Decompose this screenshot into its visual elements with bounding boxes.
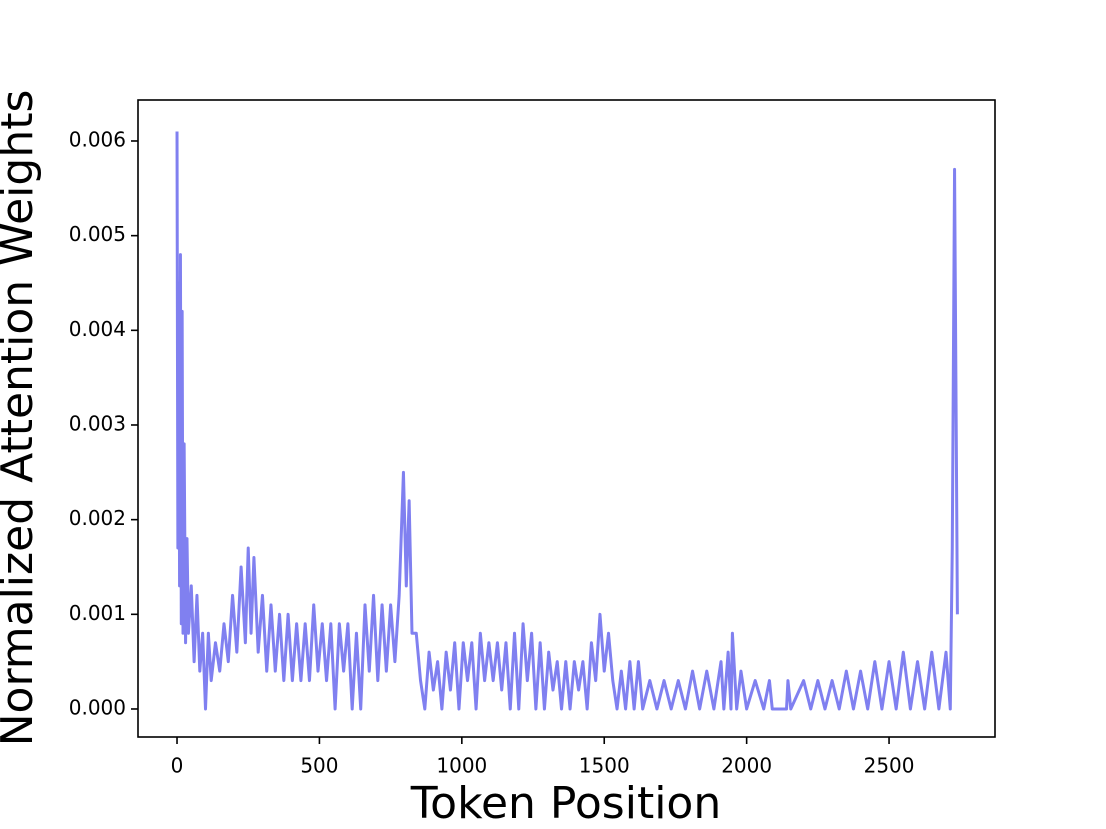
y-tick-label: 0.004: [69, 317, 126, 341]
x-tick-label: 2000: [721, 754, 772, 778]
x-tick-label: 500: [300, 754, 338, 778]
y-tick-label: 0.003: [69, 411, 126, 435]
data-line: [175, 131, 959, 711]
x-tick-label: 2500: [864, 754, 915, 778]
y-axis-label: Normalized Attention Weights: [0, 90, 43, 747]
plot-frame: [137, 99, 996, 738]
x-tick-label: 1500: [579, 754, 630, 778]
x-axis-label: Token Position: [410, 778, 722, 829]
y-tick-label: 0.006: [69, 127, 126, 151]
y-tick-label: 0.005: [69, 222, 126, 246]
x-tick-label: 0: [171, 754, 184, 778]
y-tick-label: 0.000: [69, 695, 126, 719]
y-tick-label: 0.001: [69, 601, 126, 625]
x-tick-label: 1000: [436, 754, 487, 778]
y-tick-label: 0.002: [69, 506, 126, 530]
